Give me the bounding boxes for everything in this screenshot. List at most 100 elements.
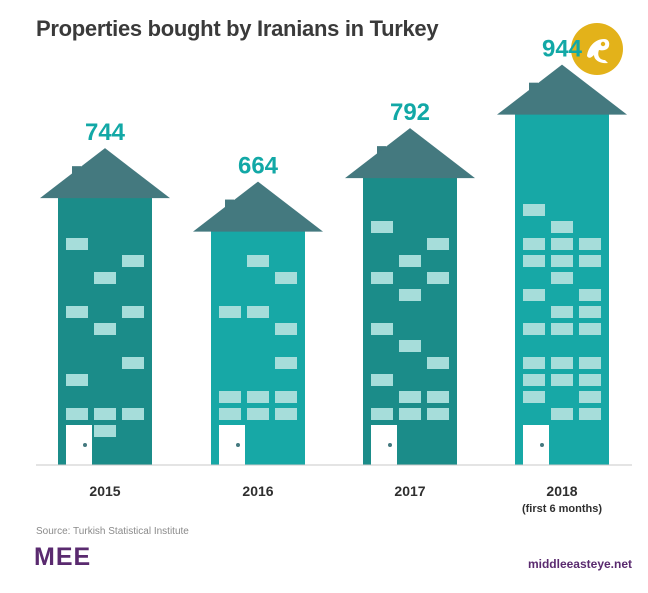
value-label: 792 bbox=[390, 99, 430, 126]
window bbox=[371, 272, 393, 284]
bar-2016 bbox=[193, 181, 323, 465]
source-note: Source: Turkish Statistical Institute bbox=[36, 526, 189, 537]
window bbox=[427, 408, 449, 420]
window bbox=[399, 289, 421, 301]
window bbox=[122, 408, 144, 420]
window bbox=[66, 374, 88, 386]
window bbox=[523, 374, 545, 386]
window bbox=[579, 306, 601, 318]
window bbox=[551, 238, 573, 250]
window bbox=[523, 391, 545, 403]
window bbox=[551, 221, 573, 233]
window bbox=[247, 408, 269, 420]
badge-dot bbox=[600, 41, 606, 47]
publisher-logo: MEE bbox=[34, 543, 92, 571]
value-label: 944 bbox=[542, 36, 583, 63]
window bbox=[122, 357, 144, 369]
window bbox=[427, 357, 449, 369]
bar-2018 bbox=[497, 64, 627, 465]
window bbox=[122, 255, 144, 267]
door bbox=[523, 425, 549, 465]
window bbox=[66, 306, 88, 318]
window bbox=[94, 425, 116, 437]
window bbox=[523, 357, 545, 369]
window bbox=[219, 408, 241, 420]
window bbox=[523, 238, 545, 250]
window bbox=[579, 357, 601, 369]
window bbox=[399, 340, 421, 352]
roof bbox=[345, 128, 475, 179]
door-knob bbox=[540, 443, 544, 447]
window bbox=[551, 408, 573, 420]
window bbox=[275, 408, 297, 420]
window bbox=[94, 323, 116, 335]
window bbox=[219, 306, 241, 318]
door bbox=[219, 425, 245, 465]
window bbox=[94, 272, 116, 284]
window bbox=[523, 323, 545, 335]
window bbox=[551, 255, 573, 267]
window bbox=[247, 255, 269, 267]
window bbox=[219, 391, 241, 403]
window bbox=[371, 408, 393, 420]
labels-layer: 744 2015 664 2016 792 2017 944 2018 (first 6 mon… bbox=[85, 36, 602, 515]
window bbox=[399, 408, 421, 420]
roof bbox=[40, 148, 170, 199]
x-tick-note: (first 6 months) bbox=[522, 503, 602, 515]
window bbox=[579, 391, 601, 403]
window bbox=[371, 374, 393, 386]
window bbox=[399, 391, 421, 403]
x-tick-label: 2015 bbox=[89, 483, 120, 499]
publisher-site: middleeasteye.net bbox=[527, 557, 632, 571]
door-knob bbox=[236, 443, 240, 447]
window bbox=[247, 306, 269, 318]
window bbox=[579, 289, 601, 301]
chart-title: Properties bought by Iranians in Turkey bbox=[36, 16, 439, 41]
window bbox=[66, 238, 88, 250]
chart-plot: 744 2015 664 2016 792 2017 944 2018 (first 6 mon… bbox=[36, 36, 632, 515]
window bbox=[551, 306, 573, 318]
window bbox=[579, 408, 601, 420]
window bbox=[275, 272, 297, 284]
window bbox=[579, 238, 601, 250]
window bbox=[427, 391, 449, 403]
window bbox=[551, 357, 573, 369]
x-tick-label: 2017 bbox=[394, 483, 425, 499]
window bbox=[551, 374, 573, 386]
door-knob bbox=[388, 443, 392, 447]
window bbox=[275, 391, 297, 403]
bar-body bbox=[363, 176, 457, 465]
window bbox=[122, 306, 144, 318]
window bbox=[275, 357, 297, 369]
roof bbox=[497, 64, 627, 115]
window bbox=[551, 323, 573, 335]
roof bbox=[193, 181, 323, 232]
bars-layer bbox=[40, 64, 627, 466]
window bbox=[427, 272, 449, 284]
window bbox=[371, 323, 393, 335]
window bbox=[579, 323, 601, 335]
window bbox=[94, 408, 116, 420]
window bbox=[66, 408, 88, 420]
window bbox=[579, 374, 601, 386]
value-label: 664 bbox=[238, 153, 279, 180]
door bbox=[371, 425, 397, 465]
window bbox=[371, 221, 393, 233]
value-label: 744 bbox=[85, 119, 126, 146]
window bbox=[247, 391, 269, 403]
door-knob bbox=[83, 443, 87, 447]
x-tick-label: 2018 bbox=[546, 483, 577, 499]
door bbox=[66, 425, 92, 465]
bar-2015 bbox=[40, 148, 170, 466]
window bbox=[551, 272, 573, 284]
window bbox=[275, 323, 297, 335]
window bbox=[399, 255, 421, 267]
window bbox=[427, 238, 449, 250]
x-tick-label: 2016 bbox=[242, 483, 273, 499]
window bbox=[523, 255, 545, 267]
publisher-badge-icon bbox=[571, 23, 623, 75]
window bbox=[523, 204, 545, 216]
window bbox=[523, 289, 545, 301]
bar-body bbox=[515, 112, 609, 465]
window bbox=[579, 255, 601, 267]
